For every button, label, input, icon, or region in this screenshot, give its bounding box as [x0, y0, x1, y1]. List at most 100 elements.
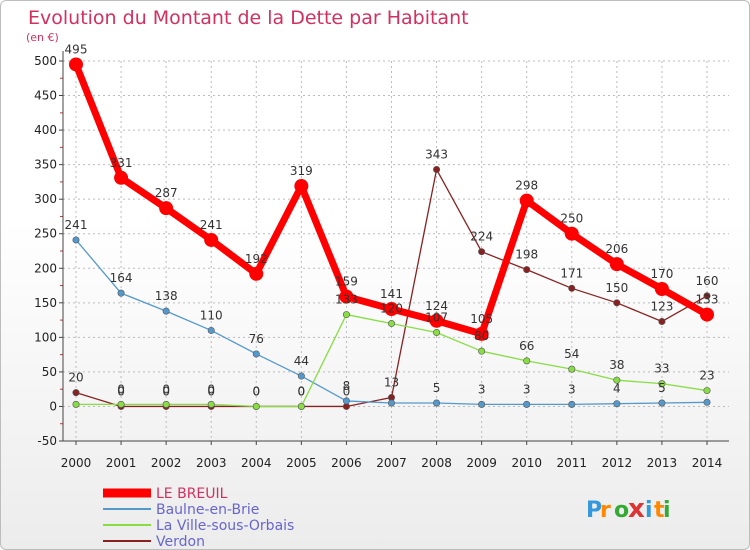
data-point — [568, 400, 576, 408]
data-label: 241 — [200, 218, 223, 232]
data-point — [387, 320, 395, 328]
data-label: 298 — [515, 179, 538, 193]
data-label: 164 — [110, 271, 133, 285]
x-tick-label: 2009 — [466, 456, 497, 470]
legend-entry: Baulne-en-Brie — [156, 502, 259, 518]
logo-letter: i — [645, 498, 653, 523]
data-label: 3 — [523, 382, 531, 396]
data-label: 133 — [335, 293, 358, 307]
data-label: 343 — [425, 147, 448, 161]
grid — [63, 60, 729, 442]
y-tick-label: 150 — [34, 296, 57, 310]
y-tick-label: 300 — [34, 192, 57, 206]
data-point — [523, 400, 531, 408]
data-label: 54 — [564, 347, 579, 361]
data-point — [700, 307, 714, 322]
data-label: 192 — [245, 252, 268, 266]
data-point — [523, 357, 531, 365]
logo-letter: o — [614, 498, 629, 523]
data-label: 141 — [380, 287, 403, 301]
data-point — [429, 313, 444, 328]
data-label: 20 — [68, 371, 83, 385]
logo-letter: r — [600, 498, 611, 523]
x-tick-label: 2001 — [106, 456, 137, 470]
x-tick-label: 2008 — [421, 456, 452, 470]
data-label: 107 — [425, 311, 448, 325]
x-tick-label: 2014 — [692, 456, 723, 470]
data-label: 495 — [65, 42, 88, 56]
data-label: 80 — [474, 329, 489, 343]
data-label: 138 — [155, 289, 178, 303]
data-point — [658, 380, 666, 388]
y-tick-label: 500 — [34, 54, 57, 68]
x-tick-label: 2003 — [196, 456, 227, 470]
data-point — [519, 193, 534, 208]
data-label: 23 — [699, 369, 714, 383]
data-point — [117, 289, 125, 297]
data-label: 105 — [470, 312, 493, 326]
data-label: 76 — [249, 332, 264, 346]
data-label: 38 — [609, 358, 624, 372]
data-label: 170 — [650, 267, 673, 281]
data-label: 8 — [343, 379, 351, 393]
data-point — [384, 302, 399, 317]
series-lines — [69, 57, 714, 410]
x-tick-label: 2002 — [151, 456, 182, 470]
data-label: 5 — [433, 381, 441, 395]
data-point — [474, 326, 489, 341]
data-point — [613, 376, 621, 384]
data-label: 5 — [658, 381, 666, 395]
x-tick-label: 2011 — [557, 456, 588, 470]
data-label: 0 — [207, 384, 215, 398]
data-point — [433, 399, 441, 407]
y-tick-label: 100 — [34, 330, 57, 344]
data-label: 133 — [696, 293, 719, 307]
data-point — [297, 372, 305, 380]
data-point — [249, 266, 264, 281]
data-point — [297, 402, 305, 410]
data-point — [433, 165, 441, 173]
data-label: 160 — [696, 274, 719, 288]
data-label: 241 — [65, 218, 88, 232]
data-label: 4 — [613, 382, 621, 396]
data-label: 0 — [298, 384, 306, 398]
legend-entry: Verdon — [156, 534, 205, 549]
data-label: 0 — [252, 384, 260, 398]
data-point — [703, 398, 711, 406]
data-label: 0 — [207, 382, 215, 396]
x-tick-label: 2007 — [376, 456, 407, 470]
data-label: 124 — [425, 299, 448, 313]
legend-entry: La Ville-sous-Orbais — [156, 518, 294, 534]
data-point — [658, 399, 666, 407]
data-label: 206 — [605, 242, 628, 256]
data-point — [568, 365, 576, 373]
x-tick-label: 2005 — [286, 456, 317, 470]
data-point — [339, 289, 354, 304]
data-label: 0 — [117, 384, 125, 398]
y-tick-label: 450 — [34, 89, 57, 103]
data-label: 0 — [162, 384, 170, 398]
data-point — [654, 282, 669, 296]
data-label: 3 — [568, 382, 576, 396]
data-point — [387, 399, 395, 407]
data-point — [523, 266, 531, 274]
data-point — [117, 400, 125, 408]
y-tick-label: 200 — [34, 261, 57, 275]
data-point — [162, 400, 170, 408]
y-tick-label: 250 — [34, 227, 57, 241]
data-point — [252, 350, 260, 358]
data-label: 3 — [478, 382, 486, 396]
data-point — [207, 326, 215, 334]
data-point — [568, 284, 576, 292]
data-label: 66 — [519, 339, 534, 353]
proxiti-logo: Pr ox i ti — [586, 494, 671, 524]
x-tick-label: 2000 — [61, 456, 92, 470]
data-label: 0 — [343, 384, 351, 398]
logo-letter: P — [586, 498, 602, 523]
data-label: 198 — [515, 248, 538, 262]
data-label: 0 — [252, 384, 260, 398]
data-point — [69, 57, 83, 72]
